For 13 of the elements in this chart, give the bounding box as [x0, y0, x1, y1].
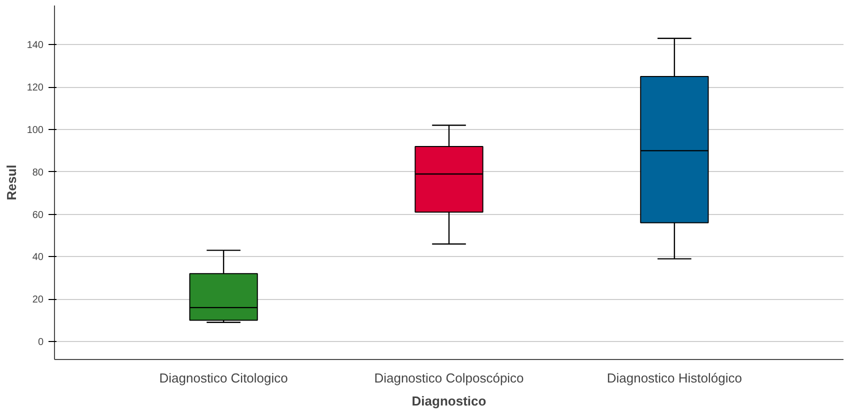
x-tick-label: Diagnostico Histológico: [606, 370, 742, 386]
y-tick-label: 40: [32, 252, 44, 264]
y-axis-title: Resul: [4, 164, 19, 200]
x-tick-label: Diagnostico Citologico: [159, 370, 288, 386]
y-tick-label: 140: [26, 40, 44, 52]
y-tick-label: 0: [38, 336, 44, 348]
y-tick-label: 100: [26, 125, 44, 136]
x-axis-title: Diagnostico: [412, 394, 486, 408]
x-tick-label: Diagnostico Colposcópico: [374, 370, 524, 386]
y-tick-label: 120: [26, 82, 44, 94]
y-tick-label: 20: [32, 294, 44, 306]
y-tick-label: 80: [32, 167, 44, 178]
y-tick-label: 60: [32, 210, 44, 221]
